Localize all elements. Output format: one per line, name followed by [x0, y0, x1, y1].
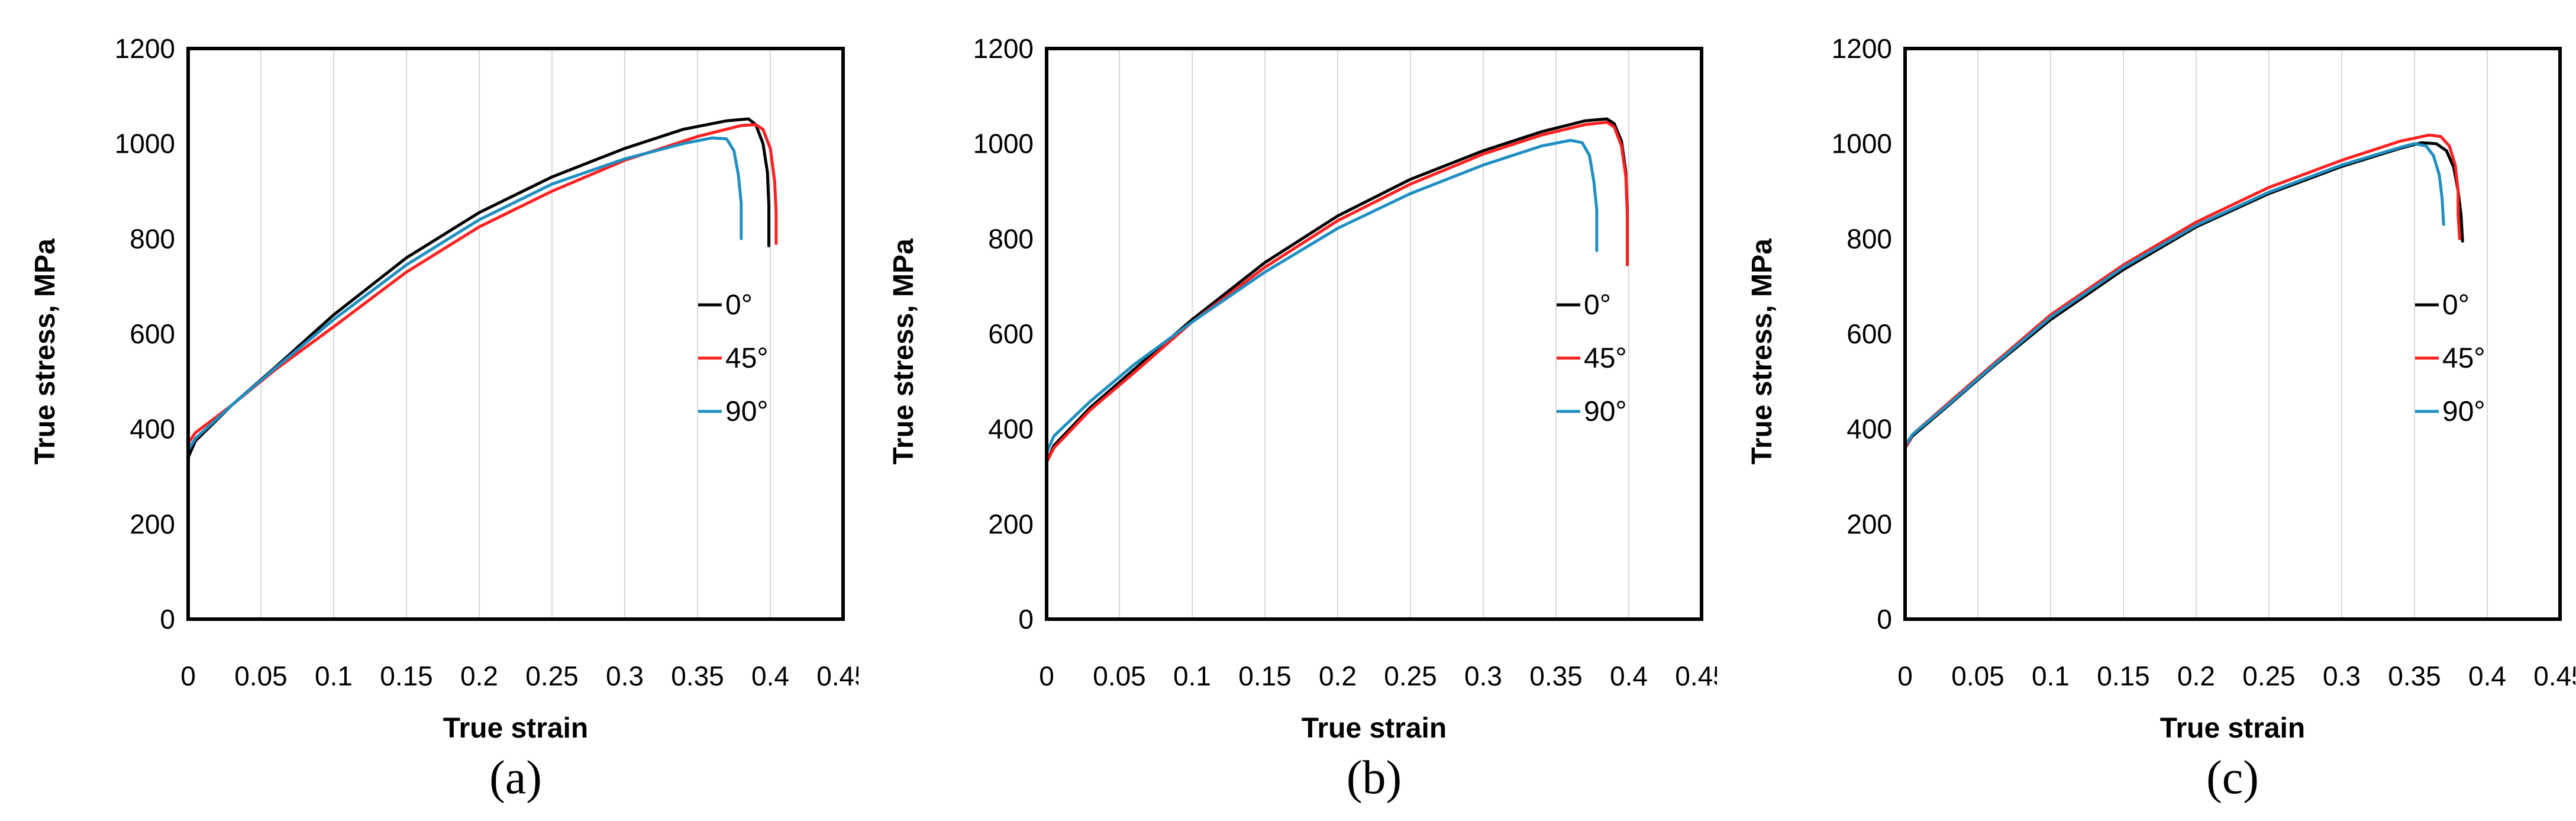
- x-tick-label: 0.05: [234, 661, 288, 691]
- series-line-3: [186, 136, 743, 621]
- legend-label-3: 90°: [725, 396, 769, 427]
- y-tick-label: 200: [988, 508, 1034, 539]
- y-tick-label: 200: [1847, 508, 1892, 539]
- x-tick-label: 0.25: [2242, 661, 2296, 691]
- x-tick-label: 0.15: [1238, 661, 1292, 691]
- legend-label-1: 0°: [725, 289, 753, 321]
- y-tick-label: 400: [1847, 414, 1892, 445]
- x-tick-label: 0.45: [816, 661, 858, 691]
- legend-label-1: 0°: [2442, 289, 2470, 321]
- y-tick-label: 600: [988, 318, 1034, 349]
- y-axis-title: True stress, MPa: [1747, 239, 1778, 465]
- y-tick-label: 200: [130, 508, 175, 539]
- x-tick-label: 0.45: [2533, 661, 2575, 691]
- y-tick-label: 1200: [973, 33, 1034, 64]
- x-tick-label: 0.15: [2097, 661, 2150, 691]
- x-tick-label: 0.1: [2032, 661, 2070, 691]
- x-tick-label: 0.05: [1093, 661, 1146, 691]
- panel-label-b: (b): [1347, 752, 1402, 804]
- y-tick-label: 0: [160, 604, 175, 635]
- y-tick-label: 1000: [115, 128, 175, 159]
- legend-label-2: 45°: [2442, 343, 2485, 374]
- x-tick-label: 0.4: [751, 661, 789, 691]
- y-tick-label: 400: [988, 414, 1034, 445]
- legend-label-3: 90°: [1584, 396, 1627, 427]
- y-tick-label: 1000: [1832, 128, 1892, 159]
- x-tick-label: 0.25: [525, 661, 579, 691]
- y-tick-label: 600: [130, 318, 175, 349]
- plot-area-border: [1903, 47, 2562, 621]
- series-line-3: [1903, 142, 2445, 621]
- legend-label-1: 0°: [1584, 289, 1611, 321]
- x-tick-label: 0.15: [380, 661, 433, 691]
- x-tick-label: 0.35: [2388, 661, 2441, 691]
- plot-area-border: [1045, 47, 1703, 621]
- y-tick-label: 600: [1847, 318, 1892, 349]
- chart-svg-b: 0 200 400 600 800 1000 1200 0 0.05 0.1 0.15 0.2 0.25…: [888, 33, 1717, 804]
- x-tick-label: 0.3: [1464, 661, 1502, 691]
- series-line-3: [1045, 139, 1599, 621]
- x-tick-label: 0.35: [671, 661, 724, 691]
- x-tick-label: 0.45: [1675, 661, 1717, 691]
- x-tick-label: 0.3: [606, 661, 644, 691]
- y-tick-label: 800: [1847, 223, 1892, 254]
- x-tick-label: 0.35: [1529, 661, 1583, 691]
- x-tick-label: 0.4: [1610, 661, 1648, 691]
- x-axis-title: True strain: [443, 713, 588, 744]
- x-tick-label: 0.2: [2177, 661, 2215, 691]
- panel-label-a: (a): [489, 752, 542, 804]
- legend-label-2: 45°: [725, 343, 769, 374]
- y-tick-label: 1000: [973, 128, 1034, 159]
- plot-area-border: [186, 47, 845, 621]
- y-tick-label: 800: [988, 223, 1034, 254]
- panel-label-c: (c): [2206, 752, 2259, 804]
- x-tick-label: 0.25: [1384, 661, 1437, 691]
- x-tick-label: 0.2: [1319, 661, 1357, 691]
- x-axis-title: True strain: [1302, 713, 1447, 744]
- series-line-2: [1045, 121, 1629, 621]
- legend-label-3: 90°: [2442, 396, 2485, 427]
- x-tick-label: 0.05: [1951, 661, 2004, 691]
- y-tick-label: 1200: [115, 33, 175, 64]
- chart-panel-b: 0 200 400 600 800 1000 1200 0 0.05 0.1 0.15 0.2 0.25…: [858, 0, 1717, 821]
- x-tick-label: 0.1: [315, 661, 353, 691]
- y-tick-label: 400: [130, 414, 175, 445]
- y-axis-title: True stress, MPa: [30, 239, 61, 465]
- chart-svg-c: 0 200 400 600 800 1000 1200 0 0.05 0.1 0.15 0.2 0.25…: [1747, 33, 2575, 804]
- x-axis-title: True strain: [2160, 713, 2305, 744]
- y-tick-label: 800: [130, 223, 175, 254]
- x-tick-label: 0.4: [2468, 661, 2506, 691]
- y-tick-label: 1200: [1832, 33, 1892, 64]
- x-tick-label: 0.1: [1173, 661, 1211, 691]
- x-tick-label: 0: [1039, 661, 1054, 691]
- x-tick-label: 0.3: [2323, 661, 2361, 691]
- legend-label-2: 45°: [1584, 343, 1627, 374]
- series-line-2: [1903, 133, 2461, 621]
- x-tick-label: 0.2: [460, 661, 498, 691]
- series-line-1: [1045, 117, 1629, 621]
- x-tick-label: 0: [1897, 661, 1913, 691]
- chart-panel-c: 0 200 400 600 800 1000 1200 0 0.05 0.1 0.15 0.2 0.25…: [1717, 0, 2575, 821]
- chart-svg-a: 0 200 400 600 800 1000 1200 0 0.05 0.1 0.15 0.2 0.25…: [30, 33, 858, 804]
- series-line-2: [186, 123, 778, 621]
- y-tick-label: 0: [1877, 604, 1892, 635]
- x-tick-label: 0: [180, 661, 196, 691]
- chart-panel-a: 0 200 400 600 800 1000 1200 0 0.05 0.1 0.15 0.2 0.25…: [0, 0, 858, 821]
- y-axis-title: True stress, MPa: [888, 239, 919, 465]
- y-tick-label: 0: [1018, 604, 1034, 635]
- series-line-1: [1903, 141, 2464, 621]
